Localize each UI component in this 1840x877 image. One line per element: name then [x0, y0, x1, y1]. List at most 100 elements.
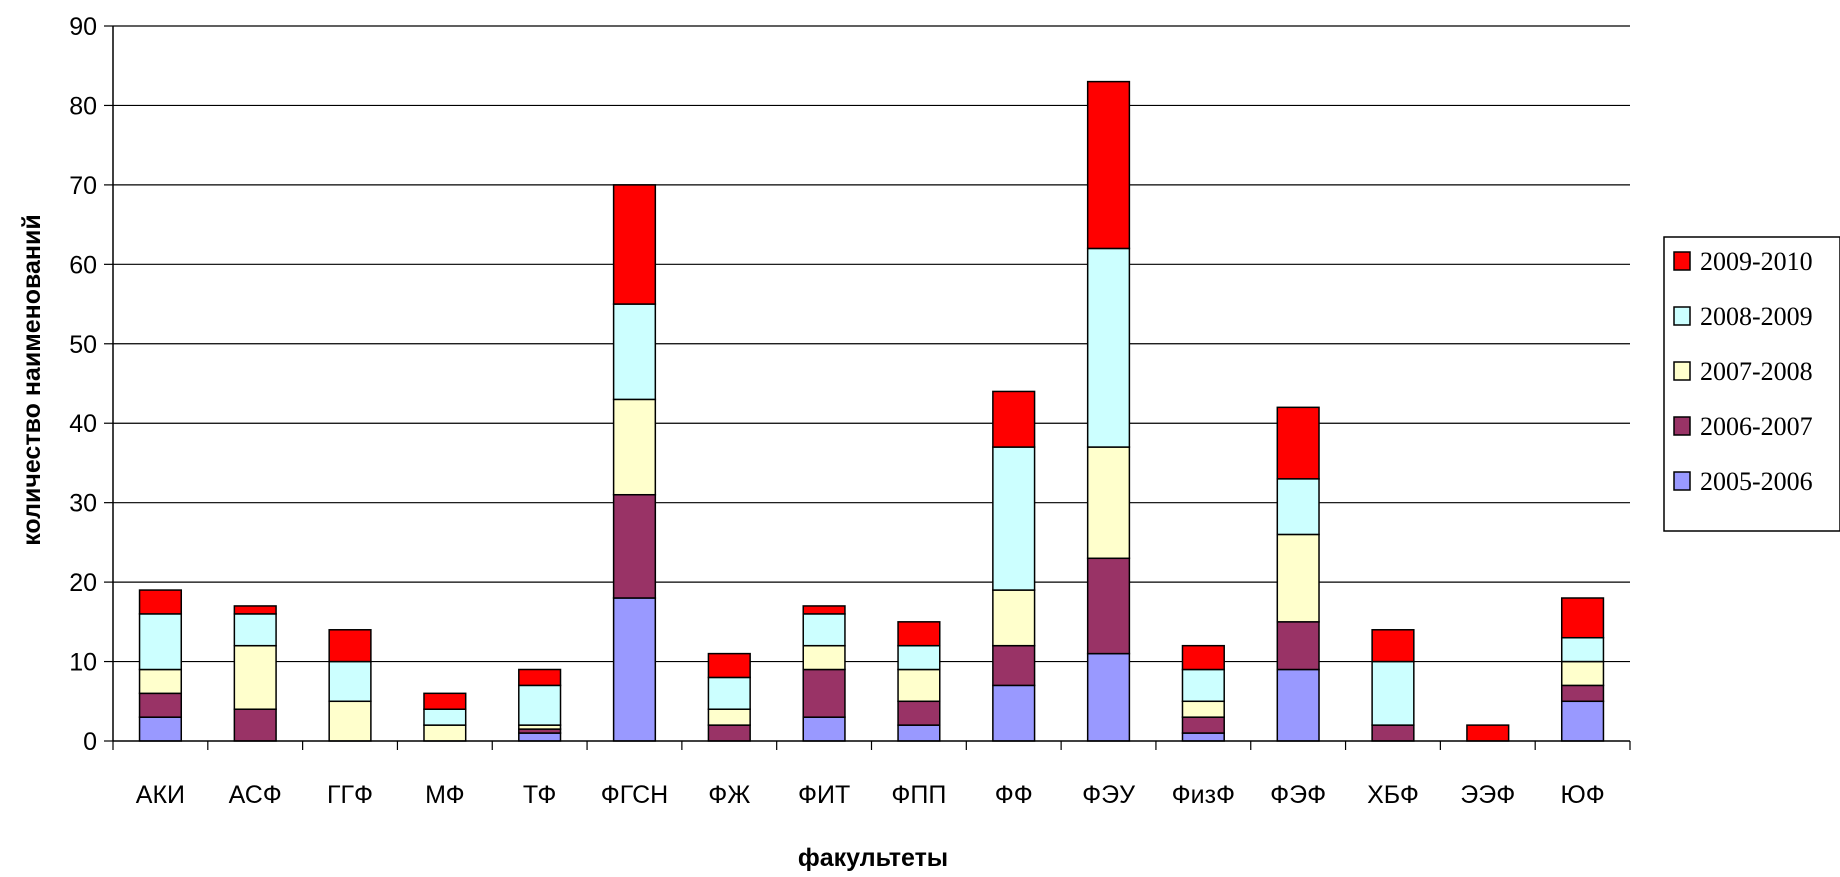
x-tick-label: ФФ [995, 781, 1033, 809]
legend-swatch [1673, 306, 1691, 326]
x-tick-labels: АКИ АСФ ГГФ МФ ТФ ФГСН ФЖ ФИТ ФПП ФФ ФЭУ ФизФ ФЭФ ХБФ… [112, 741, 1631, 809]
x-tick-label: ФЭУ [1082, 781, 1135, 809]
bar-segment [1086, 446, 1131, 560]
bars [138, 80, 1605, 742]
bar-segment [423, 708, 467, 726]
bar-segment [233, 605, 277, 615]
bar-segment [1371, 629, 1415, 663]
x-tick-label: ФизФ [1172, 781, 1235, 809]
y-tick-label: 30 [69, 490, 97, 518]
bar-segment [518, 684, 562, 726]
bar-segment [992, 684, 1036, 742]
grid-lines [113, 25, 1630, 663]
bar-segment [138, 668, 183, 695]
bar-segment [612, 303, 657, 401]
x-tick-label: ЭЭФ [1460, 781, 1515, 809]
bar-segment [328, 660, 372, 703]
legend-label: 2005-2006 [1700, 467, 1813, 496]
bar-segment [1181, 716, 1225, 734]
x-tick-label: ФГСН [601, 781, 669, 809]
x-tick-label: ХБФ [1367, 781, 1419, 809]
x-tick-label: ФЖ [708, 781, 750, 809]
bar-segment [1560, 684, 1605, 703]
bar-segment [518, 668, 562, 687]
bar-segment [1371, 724, 1415, 742]
bar-segment [1560, 636, 1605, 663]
bar-segment [897, 668, 941, 703]
bar-segment [802, 613, 846, 647]
legend-label: 2007-2008 [1700, 357, 1813, 386]
y-axis-title: количество наименований [18, 214, 46, 546]
bar-segment [1276, 668, 1320, 742]
bar-segment [1371, 660, 1415, 726]
bar-segment [897, 700, 941, 726]
bar-segment [233, 644, 277, 710]
bar-segment [1276, 533, 1320, 623]
bar-segment [1276, 621, 1320, 671]
y-tick-label: 70 [69, 172, 97, 200]
bar-segment [1560, 597, 1605, 639]
legend-swatch [1673, 251, 1691, 271]
legend-frame [1663, 236, 1840, 532]
bar-segment [1086, 80, 1131, 250]
bar-segment [707, 708, 751, 726]
legend-swatch [1673, 361, 1691, 381]
y-tick-labels: 0 10 20 30 40 50 60 70 80 90 [69, 13, 113, 756]
y-tick-label: 0 [83, 728, 97, 756]
bar-segment [992, 390, 1036, 448]
bar-segment [1466, 724, 1510, 742]
legend: 2009-2010 2008-2009 2007-2008 2006-2007 2005… [1663, 236, 1840, 532]
legend-swatch [1673, 416, 1691, 436]
bar-segment [612, 493, 657, 599]
bar-segment [1181, 732, 1225, 742]
bar-segment [1181, 644, 1225, 671]
bar-segment [518, 732, 562, 742]
x-tick-label: ГГФ [327, 781, 373, 809]
bar-segment [1086, 652, 1131, 742]
bar-segment [897, 621, 941, 647]
x-tick-label: АКИ [136, 781, 185, 809]
x-tick-label: ФИТ [798, 781, 850, 809]
bar-segment [612, 398, 657, 496]
bar-segment [233, 708, 277, 742]
bar-segment [1181, 700, 1225, 718]
bar-segment [1181, 668, 1225, 703]
bar-segment [138, 613, 183, 671]
bar-segment [802, 644, 846, 671]
bar-segment [1086, 247, 1131, 448]
bar-segment [612, 184, 657, 305]
bar-segment [1276, 478, 1320, 536]
bar-segment [423, 724, 467, 742]
bar-segment [1560, 700, 1605, 742]
y-tick-label: 90 [69, 13, 97, 41]
bar-segment [423, 692, 467, 710]
bar-segment [707, 724, 751, 742]
bar-segment [1560, 660, 1605, 687]
bar-segment [1086, 557, 1131, 655]
bar-segment [992, 446, 1036, 591]
bar-segment [138, 589, 183, 615]
y-tick-label: 80 [69, 92, 97, 120]
bar-segment [707, 676, 751, 710]
legend-label: 2008-2009 [1700, 302, 1813, 331]
bar-segment [992, 589, 1036, 647]
x-tick-label: АСФ [229, 781, 282, 809]
bar-segment [138, 692, 183, 718]
bar-segment [328, 629, 372, 663]
y-tick-label: 60 [69, 251, 97, 279]
y-tick-label: 50 [69, 331, 97, 359]
bar-segment [802, 716, 846, 742]
y-tick-label: 20 [69, 569, 97, 597]
bar-segment [138, 716, 183, 742]
bar-segment [802, 605, 846, 615]
x-tick-label: ФПП [891, 781, 946, 809]
bar-segment [707, 652, 751, 679]
x-tick-label: ФЭФ [1270, 781, 1326, 809]
x-tick-label: МФ [425, 781, 465, 809]
bar-segment [802, 668, 846, 718]
x-tick-label: ТФ [523, 781, 556, 809]
y-tick-label: 10 [69, 649, 97, 677]
bar-segment [612, 597, 657, 742]
